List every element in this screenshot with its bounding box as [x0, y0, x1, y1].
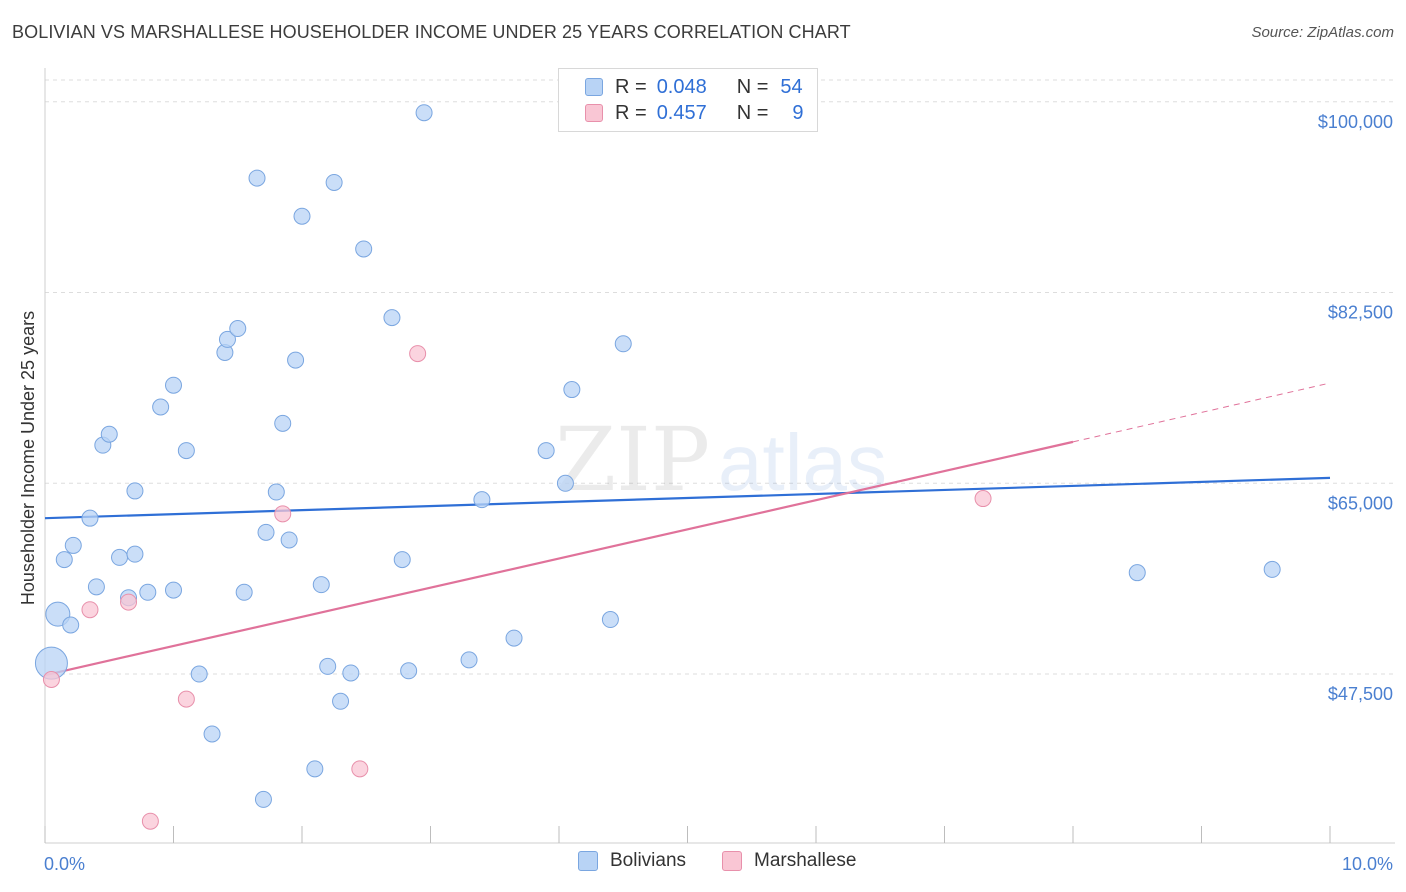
- point-bolivians: [257, 523, 275, 541]
- point-bolivians: [1263, 560, 1281, 578]
- axes: [44, 68, 1395, 844]
- point-marshallese: [120, 593, 138, 611]
- point-bolivians: [248, 169, 266, 187]
- point-marshallese: [274, 505, 292, 523]
- bottom-legend-bolivians: Bolivians: [578, 850, 686, 872]
- point-bolivians: [1128, 564, 1146, 582]
- point-bolivians: [415, 104, 433, 122]
- point-marshallese: [42, 671, 60, 688]
- point-bolivians: [152, 398, 170, 416]
- point-bolivians: [332, 692, 350, 710]
- point-bolivians: [355, 240, 373, 258]
- y-tick-label: $65,000: [1328, 493, 1393, 513]
- watermark-zip: ZIP: [555, 408, 710, 511]
- point-marshallese: [974, 490, 992, 508]
- point-bolivians: [393, 551, 411, 569]
- legend-n-value: 9: [792, 101, 804, 124]
- point-marshallese: [409, 345, 427, 363]
- point-bolivians: [229, 320, 247, 338]
- point-bolivians: [235, 583, 253, 601]
- point-bolivians: [293, 207, 311, 225]
- legend-row-marshallese: R = 0.457 N = 9: [585, 101, 804, 125]
- trend-lines: [44, 382, 1331, 677]
- legend: R = 0.048 N = 54 R = 0.457 N = 9: [558, 68, 818, 132]
- legend-swatch-pink: [585, 104, 603, 122]
- point-bolivians: [325, 173, 343, 191]
- point-bolivians: [165, 581, 182, 599]
- point-bolivians: [81, 509, 99, 527]
- point-bolivians: [165, 376, 182, 394]
- point-bolivians: [342, 664, 360, 682]
- bottom-legend-label: Bolivians: [610, 850, 687, 871]
- trend-line-marshallese-extension: [1072, 382, 1331, 443]
- point-bolivians: [254, 790, 272, 808]
- x-tick-label-max: 10.0%: [1342, 854, 1393, 874]
- x-tick-labels: 0.0% 10.0%: [44, 854, 1393, 874]
- point-bolivians: [319, 657, 337, 675]
- legend-n-label: N =: [736, 75, 769, 98]
- point-bolivians: [177, 442, 195, 460]
- point-bolivians: [126, 482, 144, 500]
- point-bolivians: [537, 442, 555, 460]
- point-bolivians: [460, 651, 478, 669]
- point-bolivians: [505, 629, 523, 647]
- point-bolivians: [87, 578, 105, 596]
- point-bolivians: [614, 335, 632, 353]
- point-marshallese: [81, 601, 99, 619]
- point-bolivians: [190, 665, 208, 683]
- bottom-legend-swatch-blue: [578, 851, 598, 871]
- point-bolivians: [267, 483, 285, 501]
- point-bolivians: [287, 351, 305, 369]
- point-bolivians: [473, 491, 491, 509]
- chart-title: BOLIVIAN VS MARSHALLESE HOUSEHOLDER INCO…: [12, 22, 851, 42]
- legend-r-value: 0.048: [656, 75, 707, 98]
- point-bolivians: [55, 551, 73, 569]
- point-bolivians: [274, 414, 292, 432]
- point-bolivians: [62, 616, 80, 634]
- point-bolivians: [556, 474, 574, 492]
- legend-r-value: 0.457: [656, 101, 707, 124]
- y-tick-labels: $47,500 $65,000 $82,500 $100,000: [1318, 112, 1393, 704]
- legend-swatch-blue: [585, 78, 603, 96]
- point-bolivians: [601, 611, 619, 629]
- points: [34, 104, 1281, 830]
- point-bolivians: [64, 536, 82, 554]
- y-axis-title: Householder Income Under 25 years: [18, 311, 38, 605]
- legend-n-value: 54: [780, 75, 803, 98]
- legend-r-label: R =: [615, 75, 647, 98]
- bottom-legend-marshallese: Marshallese: [722, 850, 856, 872]
- point-bolivians: [312, 576, 330, 594]
- source-label: Source: ZipAtlas.com: [1251, 24, 1394, 41]
- point-bolivians: [383, 309, 401, 327]
- point-marshallese: [177, 690, 195, 708]
- point-bolivians: [203, 725, 221, 743]
- point-bolivians: [218, 330, 236, 348]
- x-tick-label-min: 0.0%: [44, 854, 85, 874]
- trend-line-bolivians: [44, 476, 1331, 520]
- point-bolivians: [306, 760, 324, 778]
- legend-n-label: N =: [736, 101, 769, 124]
- point-bolivians: [280, 531, 298, 549]
- point-marshallese: [351, 760, 369, 778]
- point-bolivians: [563, 381, 581, 399]
- point-marshallese: [141, 812, 159, 830]
- legend-row-bolivians: R = 0.048 N = 54: [585, 75, 803, 99]
- bottom-legend-swatch-pink: [722, 851, 742, 871]
- point-bolivians: [126, 545, 144, 563]
- legend-r-label: R =: [615, 101, 647, 124]
- trend-line-marshallese: [44, 440, 1074, 677]
- point-bolivians: [100, 425, 118, 443]
- y-tick-label: $82,500: [1328, 303, 1393, 323]
- point-bolivians: [400, 662, 418, 680]
- point-bolivians: [111, 548, 129, 566]
- bottom-legend-label: Marshallese: [754, 850, 857, 871]
- point-bolivians: [139, 583, 157, 601]
- y-tick-label: $47,500: [1328, 684, 1393, 704]
- y-tick-label: $100,000: [1318, 112, 1393, 132]
